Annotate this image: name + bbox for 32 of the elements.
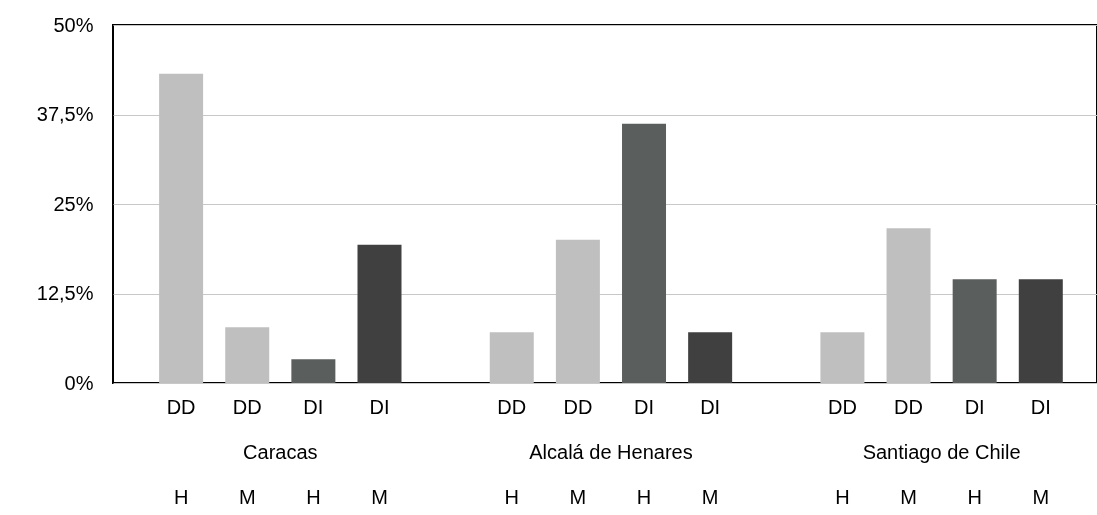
x-tick-label: DD [563, 396, 593, 418]
x-tick-label: DD [497, 396, 527, 418]
text: M [371, 486, 388, 508]
text: H [306, 486, 321, 508]
x-tick-label: DD [166, 396, 196, 418]
x-tick-label: DD [232, 396, 262, 418]
y-tick-label: 50% [53, 13, 94, 36]
x-tick-label: DI [303, 396, 324, 418]
y-tick-label: 37,5% [36, 103, 94, 125]
y-tick-label: 25% [53, 192, 94, 215]
x-tick-label: DI [634, 396, 655, 418]
text: H [835, 486, 850, 508]
text: Caracas [243, 441, 318, 463]
text: M [238, 486, 256, 508]
text: Santiago de Chile [862, 441, 1021, 463]
x-tick-label: DI [964, 396, 985, 418]
text: H [636, 486, 652, 508]
text: H [173, 486, 189, 508]
text: Alcalá de Henares [529, 441, 693, 463]
x-tick-label: DI [1030, 396, 1051, 418]
text: M [900, 486, 917, 508]
x-tick-label: DD [827, 396, 857, 418]
text: M [569, 486, 587, 508]
y-tick-label: 0% [64, 371, 94, 394]
y-tick-label: 12,5% [36, 282, 94, 304]
text: H [967, 486, 982, 508]
x-tick-label: DI [369, 396, 390, 418]
text: H [504, 486, 519, 508]
x-tick-label: DI [700, 396, 721, 418]
text: M [701, 486, 719, 508]
x-tick-label: DD [894, 396, 923, 418]
text: M [1032, 486, 1050, 508]
